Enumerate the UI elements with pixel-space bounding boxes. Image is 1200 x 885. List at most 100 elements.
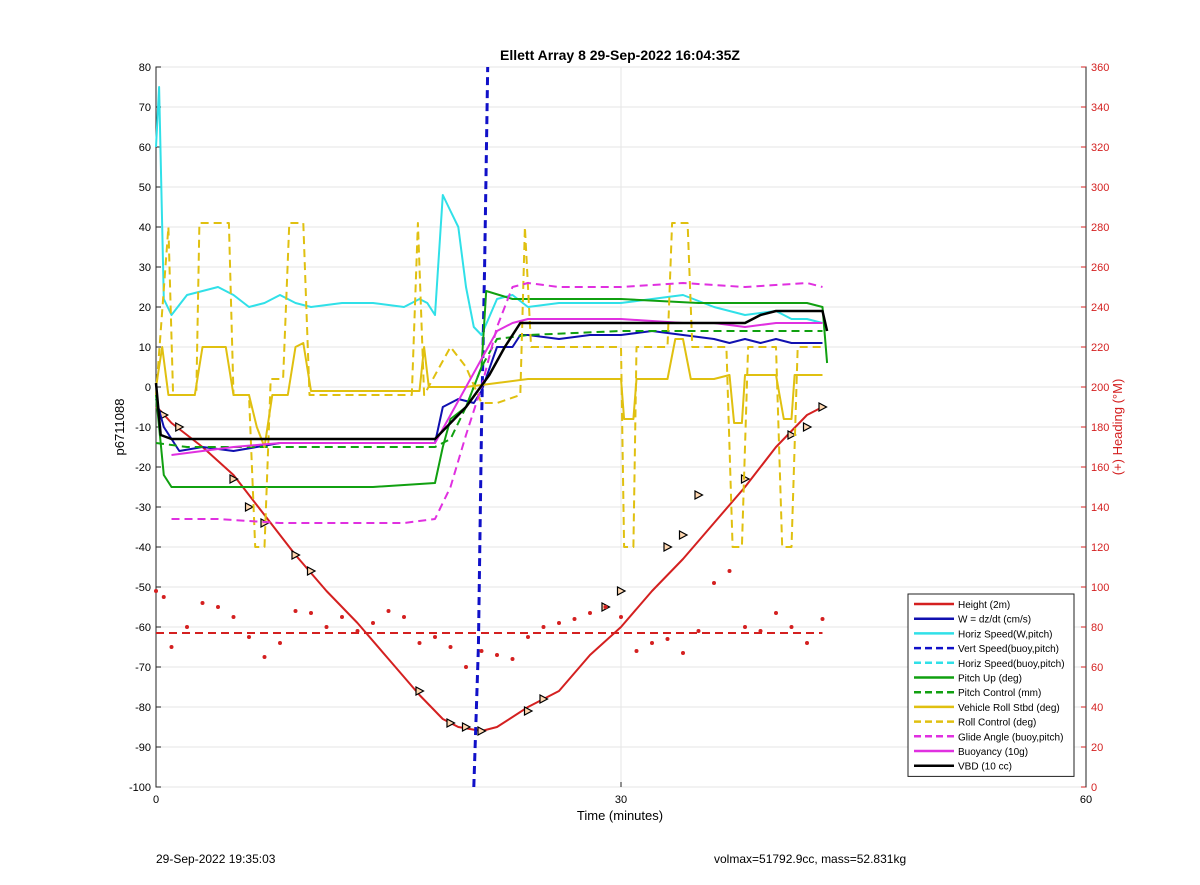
y-right-tick-label: 40 xyxy=(1091,702,1103,714)
height-markers-point xyxy=(663,542,673,552)
heading-point xyxy=(309,611,313,615)
heading-point xyxy=(650,641,654,645)
heading-point xyxy=(712,581,716,585)
grid-lines xyxy=(156,66,1086,788)
legend-label: Buoyancy (10g) xyxy=(958,747,1028,758)
vert-speed-buoy-pitch-line xyxy=(472,66,490,788)
pitch-control-mm-line xyxy=(155,330,823,448)
y-left-tick-label: 0 xyxy=(145,382,151,394)
y-left-tick-label: 40 xyxy=(139,222,151,234)
y-right-tick-label: 240 xyxy=(1091,302,1109,314)
legend-box xyxy=(907,593,1075,777)
heading-point xyxy=(820,617,825,621)
heading-point xyxy=(727,569,732,573)
heading-point xyxy=(402,615,406,619)
y-right-tick-label: 140 xyxy=(1091,502,1109,514)
chart-title: Ellett Array 8 29-Sep-2022 16:04:35Z xyxy=(500,47,740,63)
y-left-tick-label: -90 xyxy=(135,742,151,754)
heading-point xyxy=(200,601,205,605)
y-right-tick-label: 200 xyxy=(1091,382,1109,394)
height-markers-point xyxy=(818,402,828,412)
y-left-tick-label: 20 xyxy=(139,302,151,314)
x-axis-ticks: 0 30 60 xyxy=(153,782,1092,806)
glide-angle-buoy-pitch-line xyxy=(171,282,823,524)
y-left-tick-label: -100 xyxy=(129,782,151,794)
legend-label: Vert Speed(buoy,pitch) xyxy=(958,644,1059,655)
heading-point xyxy=(588,611,592,615)
pitch-up-deg-line xyxy=(155,290,829,488)
heading-point xyxy=(448,645,453,649)
height-2m-line xyxy=(155,406,823,732)
y-right-tick-label: 0 xyxy=(1091,782,1097,794)
y-right-tick-label: 360 xyxy=(1091,62,1109,74)
heading-point xyxy=(681,651,685,655)
heading-point xyxy=(634,649,639,653)
height-markers-point xyxy=(446,718,456,728)
heading-point xyxy=(774,611,778,615)
height-markers-point xyxy=(244,502,255,512)
y-right-tick-label: 320 xyxy=(1091,142,1109,154)
heading-point xyxy=(169,645,174,649)
y-left-tick-label: 80 xyxy=(139,62,151,74)
y-right-tick-label: 300 xyxy=(1091,182,1109,194)
legend-label: VBD (10 cc) xyxy=(958,762,1012,773)
heading-point xyxy=(572,617,577,621)
heading-point xyxy=(154,589,158,593)
legend-label: Vehicle Roll Stbd (deg) xyxy=(958,703,1060,714)
heading-point xyxy=(495,653,499,657)
y-right-tick-label: 160 xyxy=(1091,462,1109,474)
legend-label: Height (2m) xyxy=(958,600,1010,611)
y-right-tick-label: 180 xyxy=(1091,422,1109,434)
y-left-tick-label: -70 xyxy=(135,662,151,674)
y-right-tick-label: 120 xyxy=(1091,542,1109,554)
heading-point xyxy=(324,625,329,629)
legend-label: Pitch Control (mm) xyxy=(958,688,1041,699)
height-markers-point xyxy=(306,566,317,576)
y-right-tick-label: 260 xyxy=(1091,262,1109,274)
vbd-10-cc-line xyxy=(154,309,829,441)
heading-point xyxy=(743,625,747,629)
footer-params: volmax=51792.9cc, mass=52.831kg xyxy=(714,852,907,866)
y-left-tick-label: 50 xyxy=(139,182,151,194)
y-right-tick-label: 280 xyxy=(1091,222,1109,234)
legend: Height (2m) W = dz/dt (cm/s) Horiz Speed(W… xyxy=(907,593,1075,777)
y-left-tick-label: 30 xyxy=(139,262,151,274)
heading-point xyxy=(247,635,251,639)
heading-point xyxy=(603,605,608,609)
heading-point xyxy=(805,641,809,645)
y-right-tick-label: 340 xyxy=(1091,102,1109,114)
heading-point xyxy=(510,657,515,661)
height-markers-point xyxy=(787,430,797,440)
heading-point xyxy=(371,621,375,625)
heading-point xyxy=(278,641,282,645)
y-left-tick-label: -40 xyxy=(135,542,151,554)
height-markers-point xyxy=(523,706,534,716)
y-right-tick-label: 220 xyxy=(1091,342,1109,354)
heading-point xyxy=(433,635,437,639)
legend-label: Horiz Speed(W,pitch) xyxy=(958,629,1052,640)
heading-point xyxy=(340,615,344,619)
legend-label: Pitch Up (deg) xyxy=(958,674,1022,685)
heading-point xyxy=(231,615,236,619)
heading-point xyxy=(789,625,794,629)
y-right-tick-label: 60 xyxy=(1091,662,1103,674)
heading-point xyxy=(417,641,422,645)
heading-point xyxy=(355,629,360,633)
y-right-tick-label: 80 xyxy=(1091,622,1103,634)
x-tick-label: 30 xyxy=(615,794,627,806)
x-tick-label: 0 xyxy=(153,794,159,806)
heading-point xyxy=(386,609,391,613)
heading-point xyxy=(541,625,546,629)
legend-label: Roll Control (deg) xyxy=(958,718,1036,729)
roll-control-deg-line xyxy=(155,222,823,548)
y-left-tick-label: -60 xyxy=(135,622,151,634)
height-markers-point xyxy=(616,586,627,596)
heading-point xyxy=(619,615,623,619)
y-left-tick-label: 60 xyxy=(139,142,151,154)
heading-point xyxy=(665,637,670,641)
buoyancy-10g-line xyxy=(171,318,823,456)
height-markers-point xyxy=(229,474,239,484)
y-axis-label-left: p6711088 xyxy=(112,399,127,456)
heading-point xyxy=(696,629,701,633)
